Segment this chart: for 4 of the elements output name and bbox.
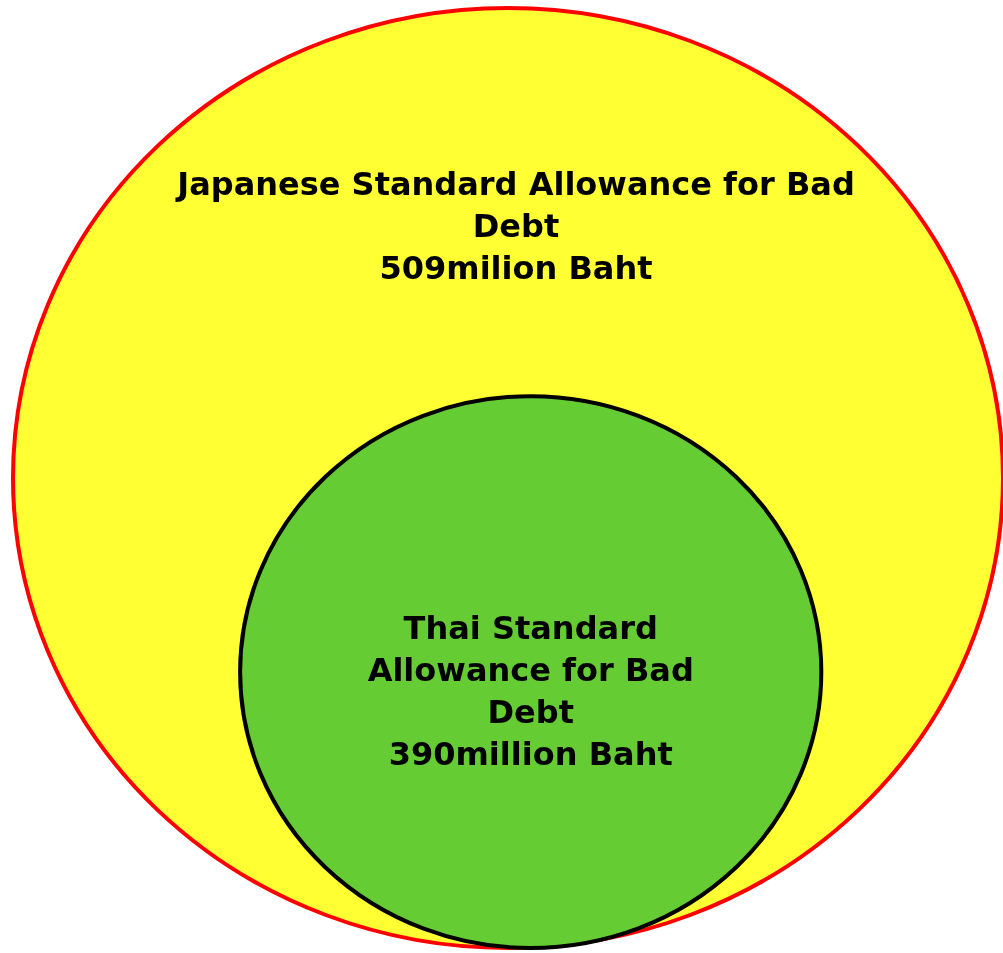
category-label: Thai Standard Allowance for Bad Debt — [367, 609, 694, 731]
category-label: Japanese Standard Allowance for Bad Debt — [175, 164, 855, 245]
data-label: 509milion Baht — [379, 248, 653, 287]
data-label: 390million Baht — [388, 735, 673, 773]
